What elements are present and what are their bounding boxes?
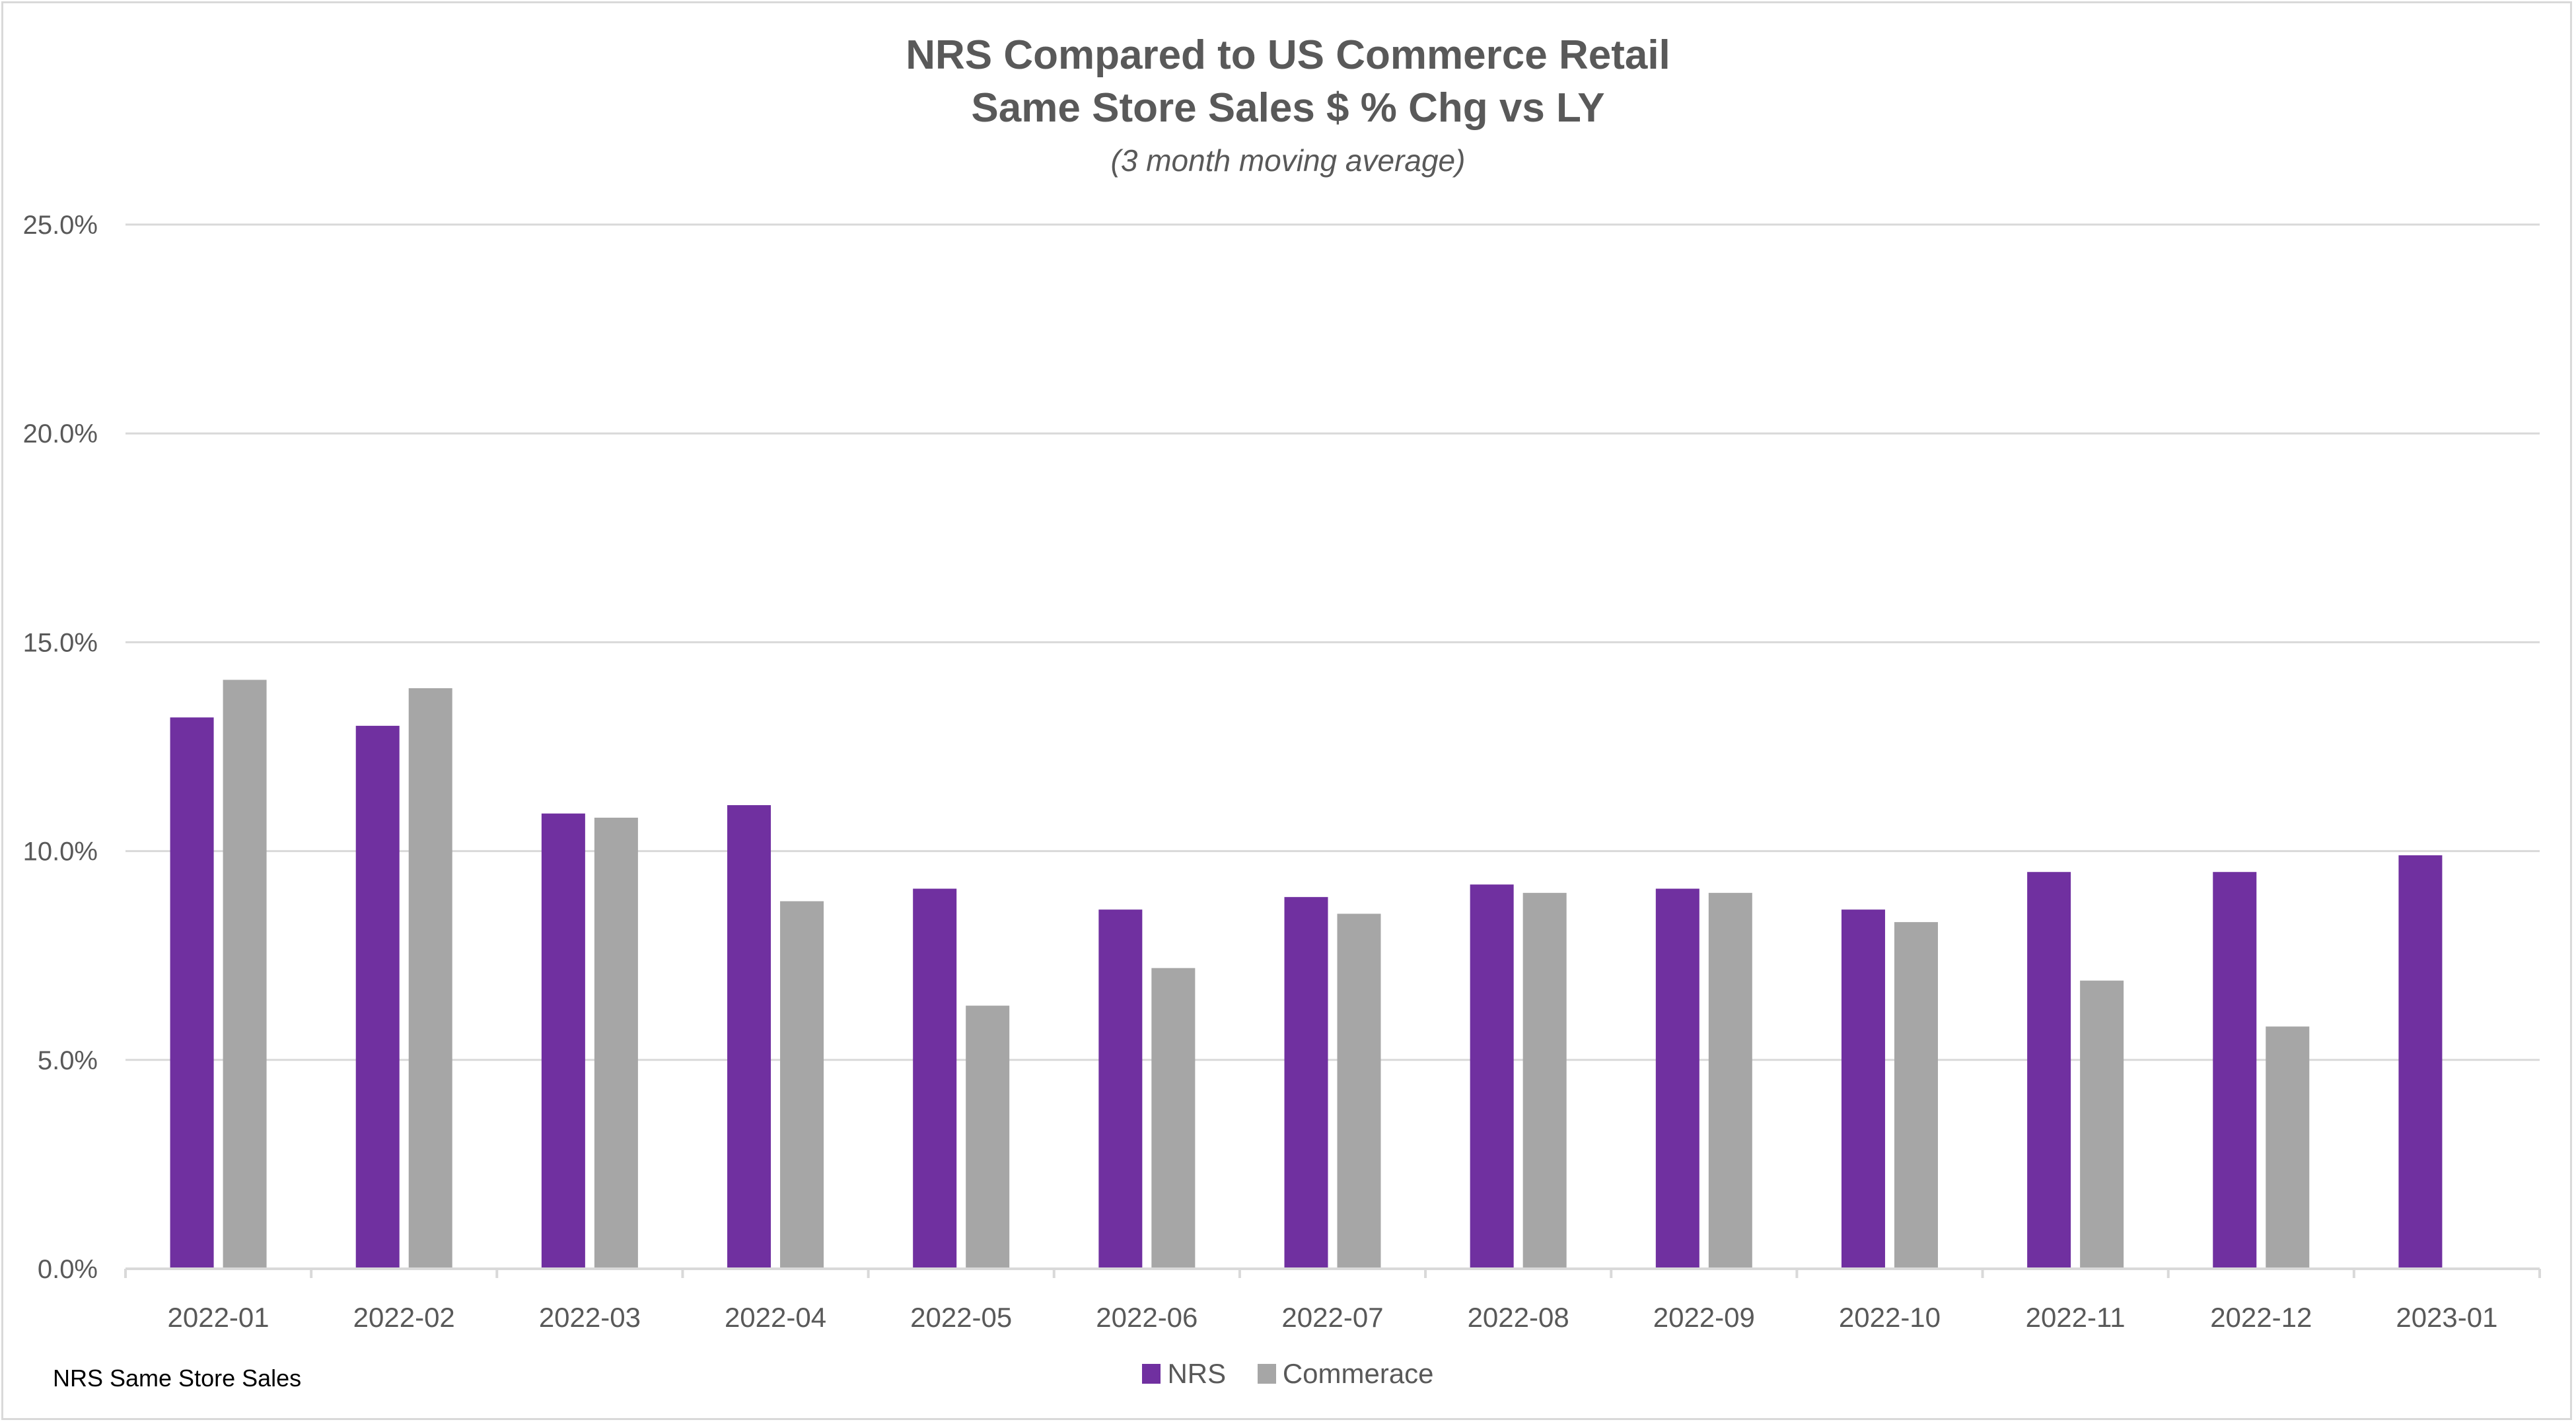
bar-nrs-2023-01 [2398,855,2443,1269]
bar-nrs-2022-04 [727,805,771,1269]
bar-nrs-2022-01 [170,717,214,1269]
bar-nrs-2022-12 [2213,872,2257,1269]
legend-label-commerace: Commerace [1282,1358,1434,1389]
bar-nrs-2022-07 [1284,897,1328,1269]
y-tick-label: 20.0% [23,419,98,448]
x-axis-ticks: 2022-01 2022-02 2022-03 2022-04 2022-05 2022-… [168,1302,2498,1333]
legend-label-nrs: NRS [1167,1358,1227,1389]
x-tick-label: 2022-12 [2210,1302,2312,1333]
x-tick-label: 2022-04 [725,1302,826,1333]
x-tick-label: 2022-07 [1281,1302,1383,1333]
bar-nrs-2022-06 [1098,909,1143,1269]
bar-commerace-2022-07 [1337,913,1381,1269]
bar-commerace-2022-09 [1708,892,1752,1269]
x-tick-label: 2022-03 [539,1302,641,1333]
legend-item-nrs[interactable]: NRS [1142,1358,1226,1390]
bar-nrs-2022-11 [2027,872,2071,1269]
y-axis-ticks: 0.0% 5.0% 10.0% 15.0% 20.0% 25.0% [23,211,98,1284]
bar-commerace-2022-03 [594,818,638,1269]
y-tick-label: 25.0% [23,211,98,240]
bar-nrs-2022-09 [1655,888,1699,1269]
bar-commerace-2022-10 [1894,922,1938,1269]
bar-commerace-2022-12 [2266,1026,2310,1269]
bar-nrs-2022-05 [913,888,957,1269]
x-tick-label: 2022-06 [1096,1302,1198,1333]
bar-nrs-2022-10 [1841,909,1885,1269]
bar-commerace-2022-11 [2080,980,2124,1269]
legend-item-commerace[interactable]: Commerace [1257,1358,1434,1390]
y-tick-label: 5.0% [38,1046,98,1075]
x-tick-label: 2022-02 [353,1302,455,1333]
x-tick-label: 2022-09 [1653,1302,1755,1333]
y-tick-label: 0.0% [38,1255,98,1284]
bar-commerace-2022-01 [223,680,267,1269]
bar-commerace-2022-02 [408,688,452,1269]
chart-title-line2: Same Store Sales $ % Chg vs LY [971,85,1605,131]
chart-title: NRS Compared to US Commerce Retail [906,32,1670,78]
y-tick-label: 15.0% [23,628,98,657]
bar-nrs-2022-02 [355,725,400,1269]
bar-commerace-2022-05 [966,1005,1010,1269]
x-tick-label: 2022-05 [910,1302,1012,1333]
bar-commerace-2022-08 [1522,892,1567,1269]
bar-nrs-2022-03 [541,813,585,1269]
x-tick-label: 2022-08 [1468,1302,1569,1333]
legend-swatch-nrs [1142,1364,1161,1384]
x-axis [124,1267,2541,1278]
footnote: NRS Same Store Sales [53,1365,302,1392]
x-tick-label: 2022-10 [1839,1302,1941,1333]
bar-commerace-2022-06 [1151,968,1196,1269]
y-tick-label: 10.0% [23,837,98,867]
x-tick-label: 2022-11 [2026,1302,2126,1333]
bar-nrs-2022-08 [1470,884,1514,1269]
chart-subtitle: (3 month moving average) [1110,143,1466,178]
bar-commerace-2022-04 [780,901,824,1269]
legend: NRS Commerace [0,1358,2576,1390]
bars [170,680,2443,1269]
x-tick-label: 2022-01 [168,1302,269,1333]
x-tick-label: 2023-01 [2396,1302,2497,1333]
gridlines [125,223,2540,1061]
legend-swatch-commerace [1257,1364,1276,1384]
